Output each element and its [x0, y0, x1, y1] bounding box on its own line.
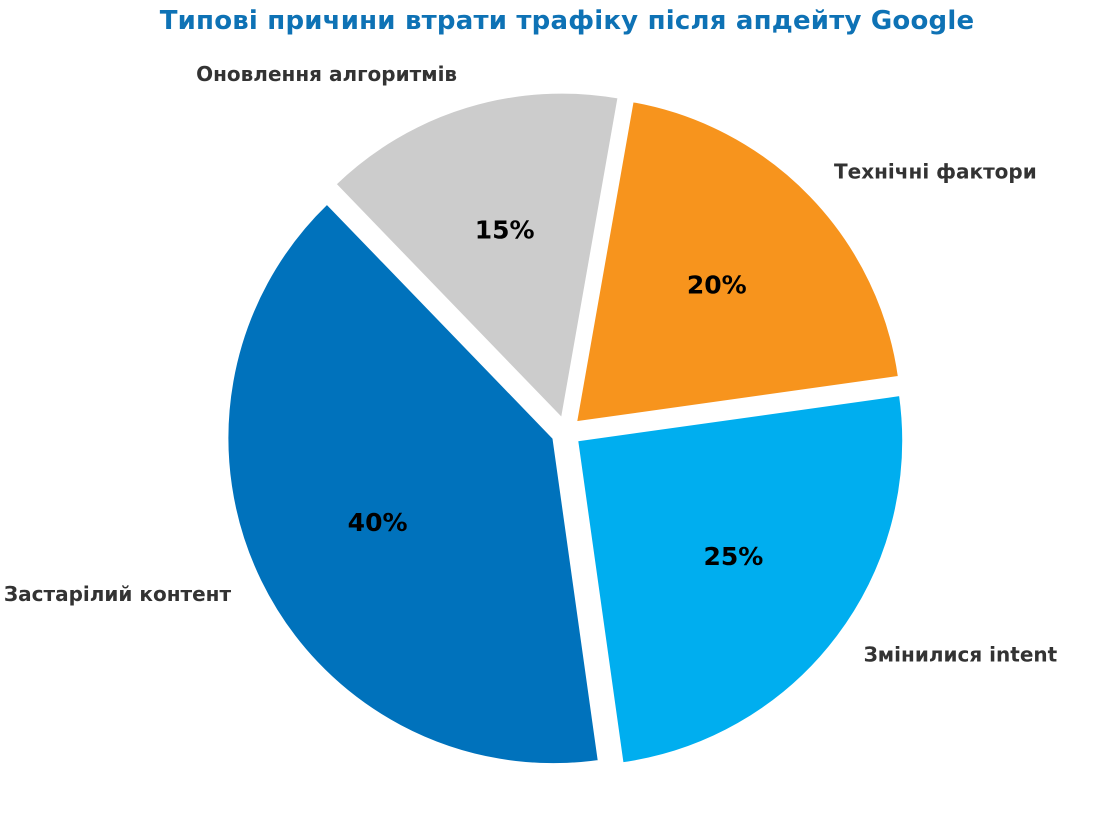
pie-slice-3	[574, 100, 901, 424]
slice-category-label: Технічні фактори	[834, 160, 1037, 184]
slice-percent-label: 40%	[348, 508, 408, 537]
slice-category-label: Оновлення алгоритмів	[196, 62, 457, 86]
pie-slice-1	[226, 202, 600, 766]
slice-percent-label: 15%	[475, 216, 535, 245]
pie-slice-4	[334, 91, 620, 421]
chart-title: Типові причини втрати трафіку після апде…	[159, 6, 975, 36]
slice-category-label: Змінилися intent	[864, 643, 1058, 667]
slice-category-label: Застарілий контент	[4, 582, 232, 606]
pie-slice-2	[576, 393, 905, 765]
slice-percent-label: 25%	[703, 542, 763, 571]
slice-percent-label: 20%	[687, 270, 747, 299]
